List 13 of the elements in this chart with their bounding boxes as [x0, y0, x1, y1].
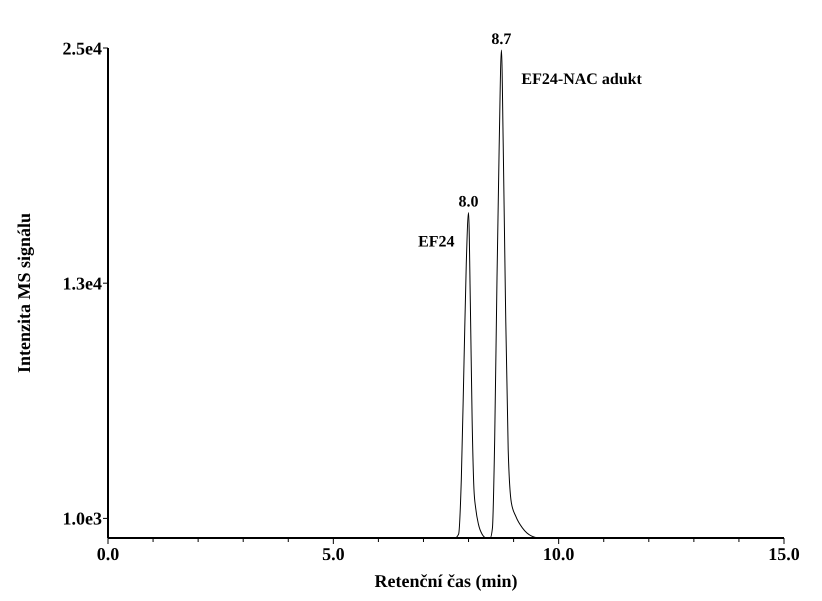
x-axis-title: Retenční čas (min) [374, 571, 518, 591]
x-tick-label: 5.0 [322, 544, 345, 564]
y-axis-title: Intenzita MS signálu [14, 212, 34, 374]
annotation: 8.0 [458, 194, 479, 211]
y-tick-label: 2.5e4 [62, 38, 102, 58]
x-tick-label: 0.0 [96, 544, 120, 564]
x-tick-label: 15.0 [768, 544, 800, 564]
annotation: 8.7 [491, 30, 512, 48]
y-tick-label: 1.0e3 [62, 508, 102, 529]
annotation: EF24-NAC adukt [521, 70, 643, 88]
y-tick-label: 1.3e4 [62, 274, 102, 294]
x-tick-label: 10.0 [542, 544, 574, 564]
annotation: EF24 [418, 234, 455, 251]
